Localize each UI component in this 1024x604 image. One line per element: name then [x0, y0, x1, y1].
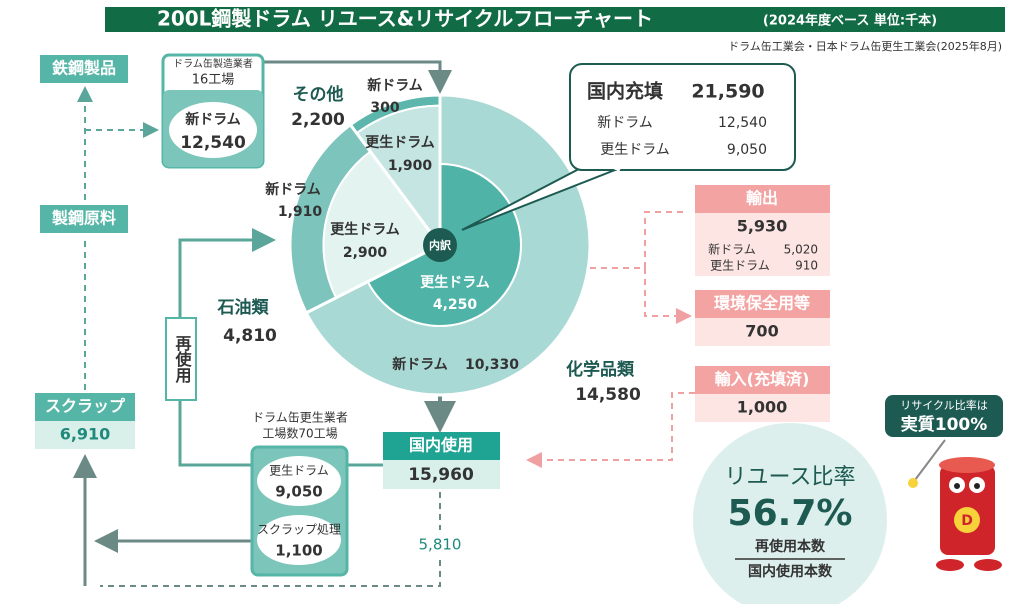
use-body: [383, 460, 500, 489]
center-dot: [423, 228, 457, 262]
donut-segment: [304, 93, 592, 397]
export-body: [695, 213, 830, 276]
steel-material: 製鋼原料: [51, 209, 116, 228]
export-row-name: 更生ドラム: [710, 259, 770, 273]
env-body: [695, 318, 830, 346]
recycler-item: スクラップ処理: [257, 523, 341, 537]
part-value: 4,250: [433, 297, 478, 313]
reuse-label: 再使用: [173, 335, 193, 384]
fill-label: 国内充填: [587, 80, 663, 103]
import-value: 1,000: [737, 398, 788, 417]
recycler-ellipse: [257, 515, 341, 565]
part-value: 10,330: [465, 357, 519, 373]
recycler-item: 更生ドラム: [269, 464, 329, 478]
env-value: 700: [745, 322, 778, 341]
export-row-value: 910: [795, 259, 818, 273]
callout-join: [599, 158, 621, 172]
mascot-line2: 実質100%: [901, 414, 988, 435]
recycler-ellipse: [257, 456, 341, 506]
scrap-box: [35, 393, 135, 421]
steel-material-box: [40, 205, 128, 233]
import-label: 輸入(充填済): [715, 370, 810, 389]
center-label: 内訳: [429, 238, 452, 252]
fill-row-value: 9,050: [727, 142, 767, 158]
use-label: 国内使用: [409, 436, 473, 455]
recycler-value: 9,050: [275, 483, 322, 501]
segment-name: 石油類: [217, 297, 270, 318]
donut-segment: [348, 93, 442, 250]
export-row-value: 5,020: [784, 243, 818, 257]
import-header: [695, 366, 830, 394]
title: 200L鋼製ドラム リユース&リサイクルフローチャート: [157, 7, 653, 31]
segment-name: 化学品類: [566, 359, 635, 380]
export-row-name: 新ドラム: [708, 242, 756, 257]
svg-text:D: D: [961, 513, 973, 529]
use-header: [383, 432, 500, 460]
mascot-line1: リサイクル比率は: [900, 398, 987, 412]
mascot: D: [908, 439, 1002, 571]
part-value: 1,910: [278, 204, 323, 220]
use-value: 15,960: [408, 465, 474, 485]
reuse-box: [165, 317, 197, 401]
donut-part: [322, 150, 442, 300]
title-bar: [105, 7, 1005, 32]
scrap-value: 6,910: [60, 425, 111, 444]
steel-products: 鉄鋼製品: [52, 59, 116, 78]
segment-name: その他: [293, 84, 344, 105]
callout-box: [569, 63, 796, 171]
donut-segment: [288, 122, 443, 315]
rate-denominator: 国内使用本数: [748, 563, 833, 580]
mascot-bubble: [885, 395, 1003, 437]
recyclers-count: 工場数70工場: [262, 426, 337, 441]
recycler-value: 1,100: [275, 542, 322, 560]
fill-row-name: 更生ドラム: [600, 142, 670, 158]
manufacturer-value: 12,540: [180, 133, 246, 153]
export-header: [695, 185, 830, 213]
manufacturer-count: 16工場: [192, 73, 235, 88]
recyclers-label: ドラム缶更生業者: [252, 411, 348, 425]
manufacturer-ellipse: [169, 102, 257, 158]
fill-value: 21,590: [691, 81, 764, 103]
export-value: 5,930: [737, 217, 788, 236]
part-name: 新ドラム: [367, 77, 423, 94]
rate-numerator: 再使用本数: [755, 538, 826, 555]
part-name: 更生ドラム: [365, 134, 435, 151]
env-label: 環境保全用等: [714, 294, 810, 313]
part-name: 新ドラム: [392, 356, 448, 373]
part-value: 2,900: [343, 245, 388, 261]
segment-total: 4,810: [223, 326, 277, 346]
fill-row-value: 12,540: [718, 115, 767, 131]
part-value: 1,900: [388, 158, 433, 174]
subtitle: (2024年度ベース 単位:千本): [763, 13, 937, 29]
scrap-value-box: [35, 421, 135, 449]
rate-value: 56.7%: [728, 493, 853, 534]
part-name: 更生ドラム: [420, 274, 490, 291]
rate-label: リユース比率: [725, 465, 856, 490]
fill-row-name: 新ドラム: [597, 115, 653, 131]
steel-products-box: [40, 55, 128, 83]
source: ドラム缶工業会・日本ドラム缶更生工業会(2025年8月): [728, 39, 1002, 53]
scrap-flow: 5,810: [419, 536, 462, 554]
part-value: 300: [370, 100, 399, 116]
env-header: [695, 290, 830, 318]
export-label: 輸出: [746, 189, 778, 208]
segment-total: 2,200: [291, 110, 345, 130]
import-body: [695, 394, 830, 422]
manufacturer-item: 新ドラム: [185, 111, 241, 128]
manufacturer-label: ドラム缶製造業者: [173, 57, 253, 70]
scrap-label: スクラップ: [45, 397, 126, 416]
part-name: 新ドラム: [265, 181, 321, 198]
segment-total: 14,580: [575, 385, 641, 405]
part-name: 更生ドラム: [330, 221, 400, 238]
